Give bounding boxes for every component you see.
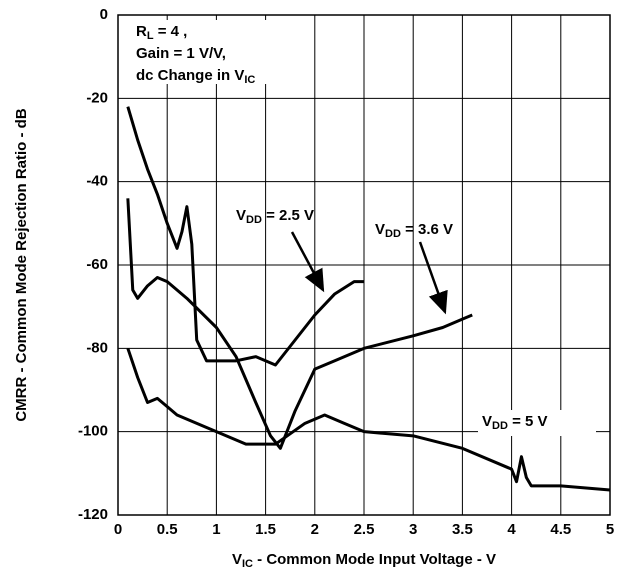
y-tick-label: -80 [86, 339, 108, 356]
annotation-part: = 2.5 V [262, 207, 314, 224]
annotation-part: = 5 V [508, 413, 548, 430]
y-tick-label: -60 [86, 256, 108, 273]
x-tick-label: 0 [114, 521, 122, 538]
condition: dc Change in VIC [136, 67, 255, 86]
annotation-part: V [482, 413, 492, 430]
x-tick-label: 0.5 [157, 521, 178, 538]
y-axis-label: CMRR - Common Mode Rejection Ratio - dB [13, 108, 30, 421]
arrow [290, 231, 325, 293]
condition-part: IC [244, 74, 255, 86]
condition: Gain = 1 V/V, [136, 45, 226, 62]
y-tick-label: -120 [78, 506, 108, 523]
annotation-part: V [375, 221, 385, 238]
x-axis-label-part: - Common Mode Input Voltage - V [253, 551, 496, 568]
x-tick-label: 2 [311, 521, 319, 538]
y-tick-label: -100 [78, 423, 108, 440]
annotation-part: DD [246, 214, 262, 226]
line [126, 106, 364, 367]
annotation-bg [478, 410, 596, 436]
x-tick-label: 1.5 [255, 521, 276, 538]
conditions-box [124, 20, 314, 84]
condition-part: L [147, 30, 154, 42]
x-tick-label: 5 [606, 521, 614, 538]
annotation: VDD = 3.6 V [375, 221, 453, 240]
line [126, 198, 473, 450]
condition-part: = 4 , [154, 23, 188, 40]
line [126, 347, 611, 492]
x-axis-label-part: IC [242, 558, 253, 570]
arrow [418, 241, 448, 315]
x-tick-label: 4.5 [550, 521, 571, 538]
x-axis-label-part: V [232, 551, 242, 568]
x-tick-label: 2.5 [354, 521, 375, 538]
y-tick-label: 0 [100, 6, 108, 23]
y-tick-label: -40 [86, 173, 108, 190]
x-tick-label: 1 [212, 521, 220, 538]
x-tick-label: 4 [507, 521, 516, 538]
x-tick-label: 3 [409, 521, 417, 538]
annotation-part: DD [492, 420, 508, 432]
condition-part: dc Change in V [136, 67, 244, 84]
x-axis-label: VIC - Common Mode Input Voltage - V [232, 551, 496, 570]
annotation: VDD = 2.5 V [236, 207, 314, 226]
annotation-part: DD [385, 228, 401, 240]
condition: RL = 4 , [136, 23, 187, 42]
annotation-part: V [236, 207, 246, 224]
condition-part: R [136, 23, 147, 40]
y-tick-label: -20 [86, 89, 108, 106]
annotation-part: = 3.6 V [401, 221, 453, 238]
condition-part: Gain = 1 V/V, [136, 45, 226, 62]
annotation: VDD = 5 V [482, 413, 548, 432]
x-tick-label: 3.5 [452, 521, 473, 538]
